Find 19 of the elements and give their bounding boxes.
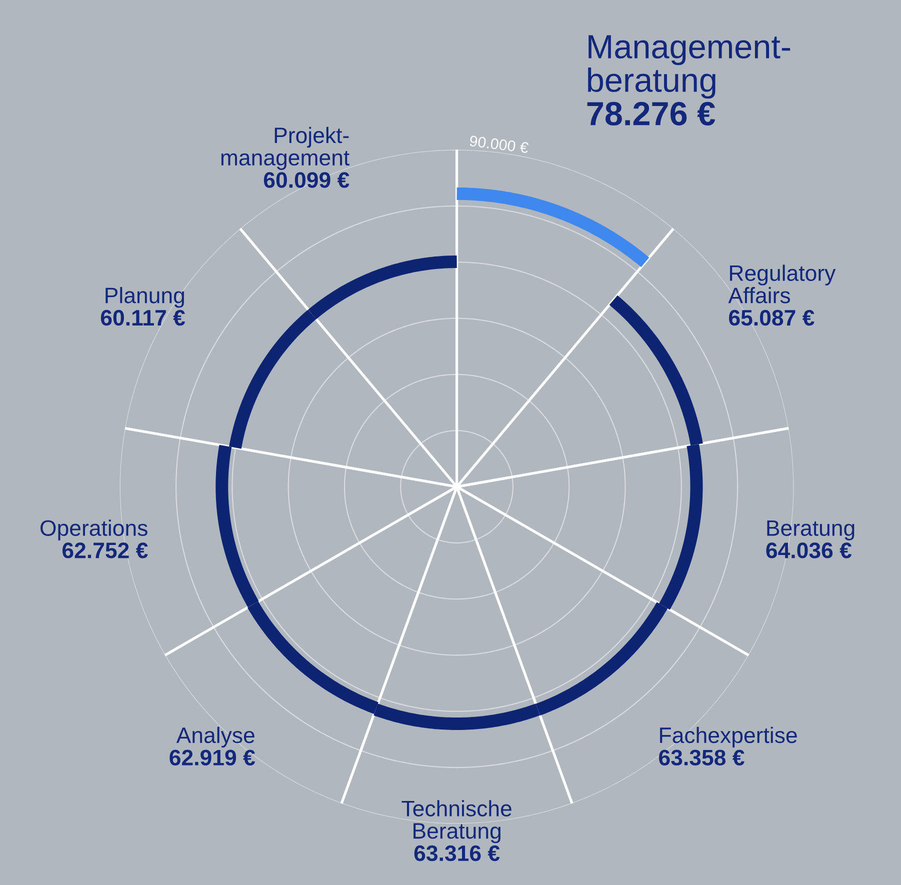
category-label: Regulatory Affairs	[728, 264, 836, 304]
category-label: Projekt- management	[221, 126, 350, 170]
data-label: 62.919 €	[170, 750, 255, 766]
data-label: 63.316 €	[414, 845, 500, 862]
category-label: Technische Beratung	[402, 800, 512, 844]
data-label: 62.752 €	[62, 542, 148, 558]
category-label: Beratung	[767, 520, 854, 540]
category-label: Analyse	[176, 726, 254, 748]
data-label: 64.036 €	[766, 542, 852, 558]
text: 90.000 €	[469, 135, 529, 154]
category-label: Fachexpertise	[660, 726, 797, 748]
data-label: 78.276 €	[587, 102, 716, 126]
data-label: 63.358 €	[659, 750, 744, 766]
data-label: 60.099 €	[264, 172, 350, 188]
category-label: Planung	[106, 287, 184, 308]
data-label: 65.087 €	[729, 310, 814, 326]
category-label: Operations	[40, 520, 148, 540]
data-label: 60.117 €	[100, 310, 186, 326]
category-label: Management- beratung	[588, 35, 790, 99]
